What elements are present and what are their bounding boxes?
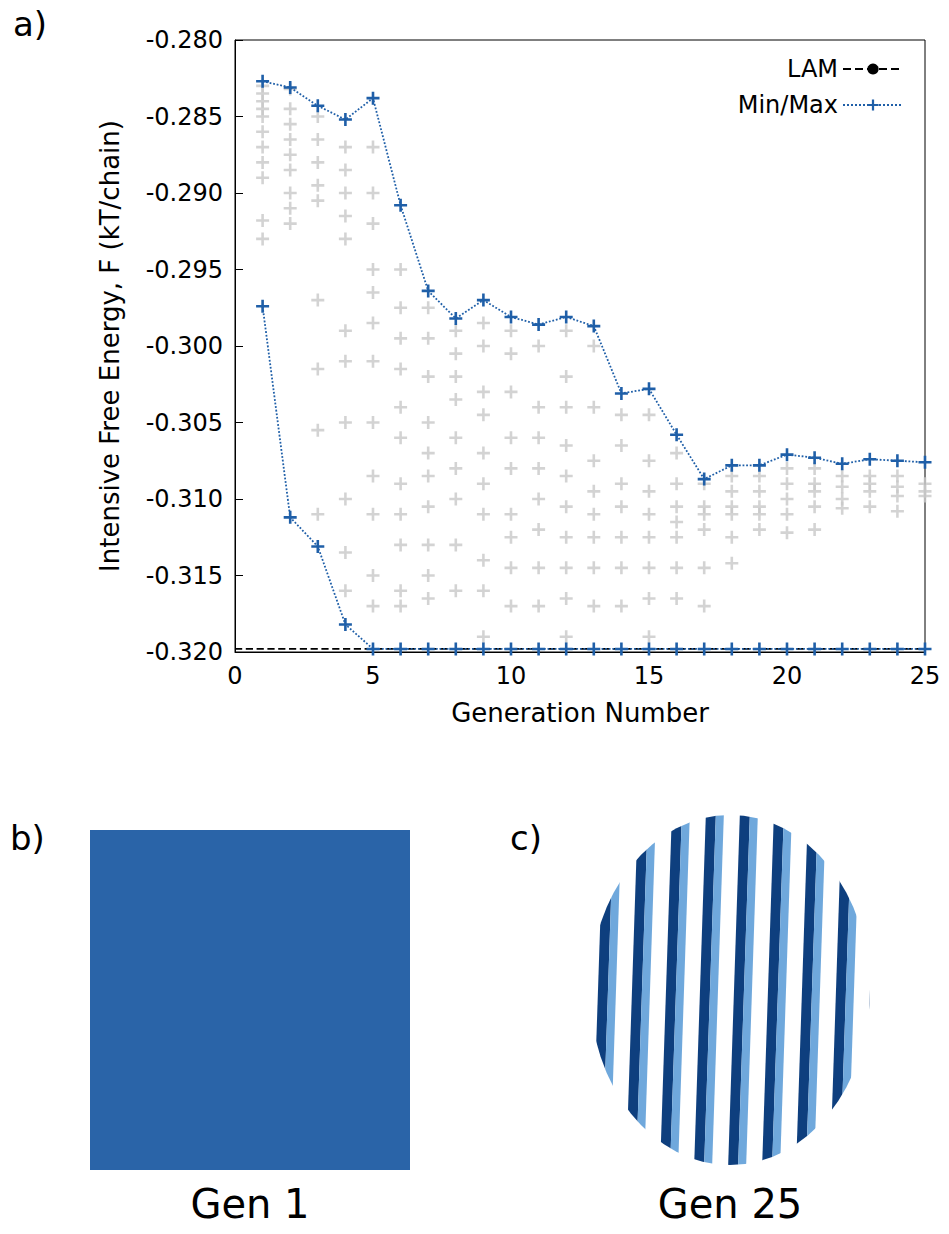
- svg-text:25: 25: [910, 662, 941, 690]
- svg-text:5: 5: [365, 662, 380, 690]
- svg-text:Gen 1: Gen 1: [190, 1181, 309, 1227]
- svg-text:c): c): [510, 818, 542, 858]
- svg-text:-0.285: -0.285: [146, 103, 223, 131]
- svg-text:-0.290: -0.290: [146, 179, 223, 207]
- svg-text:20: 20: [772, 662, 803, 690]
- svg-text:Gen 25: Gen 25: [658, 1181, 803, 1227]
- svg-text:LAM: LAM: [787, 55, 838, 83]
- svg-text:0: 0: [227, 662, 242, 690]
- svg-text:-0.280: -0.280: [146, 26, 223, 54]
- svg-text:a): a): [13, 4, 47, 44]
- svg-text:15: 15: [634, 662, 665, 690]
- svg-text:-0.315: -0.315: [146, 562, 223, 590]
- svg-text:Min/Max: Min/Max: [738, 91, 838, 119]
- svg-text:-0.295: -0.295: [146, 256, 223, 284]
- svg-text:Generation Number: Generation Number: [451, 698, 709, 728]
- svg-text:Intensive Free Energy, F (kT/c: Intensive Free Energy, F (kT/chain): [95, 120, 125, 572]
- svg-text:-0.310: -0.310: [146, 485, 223, 513]
- svg-text:-0.300: -0.300: [146, 332, 223, 360]
- svg-text:b): b): [10, 818, 45, 858]
- svg-text:-0.320: -0.320: [146, 638, 223, 666]
- svg-text:10: 10: [496, 662, 527, 690]
- svg-text:-0.305: -0.305: [146, 409, 223, 437]
